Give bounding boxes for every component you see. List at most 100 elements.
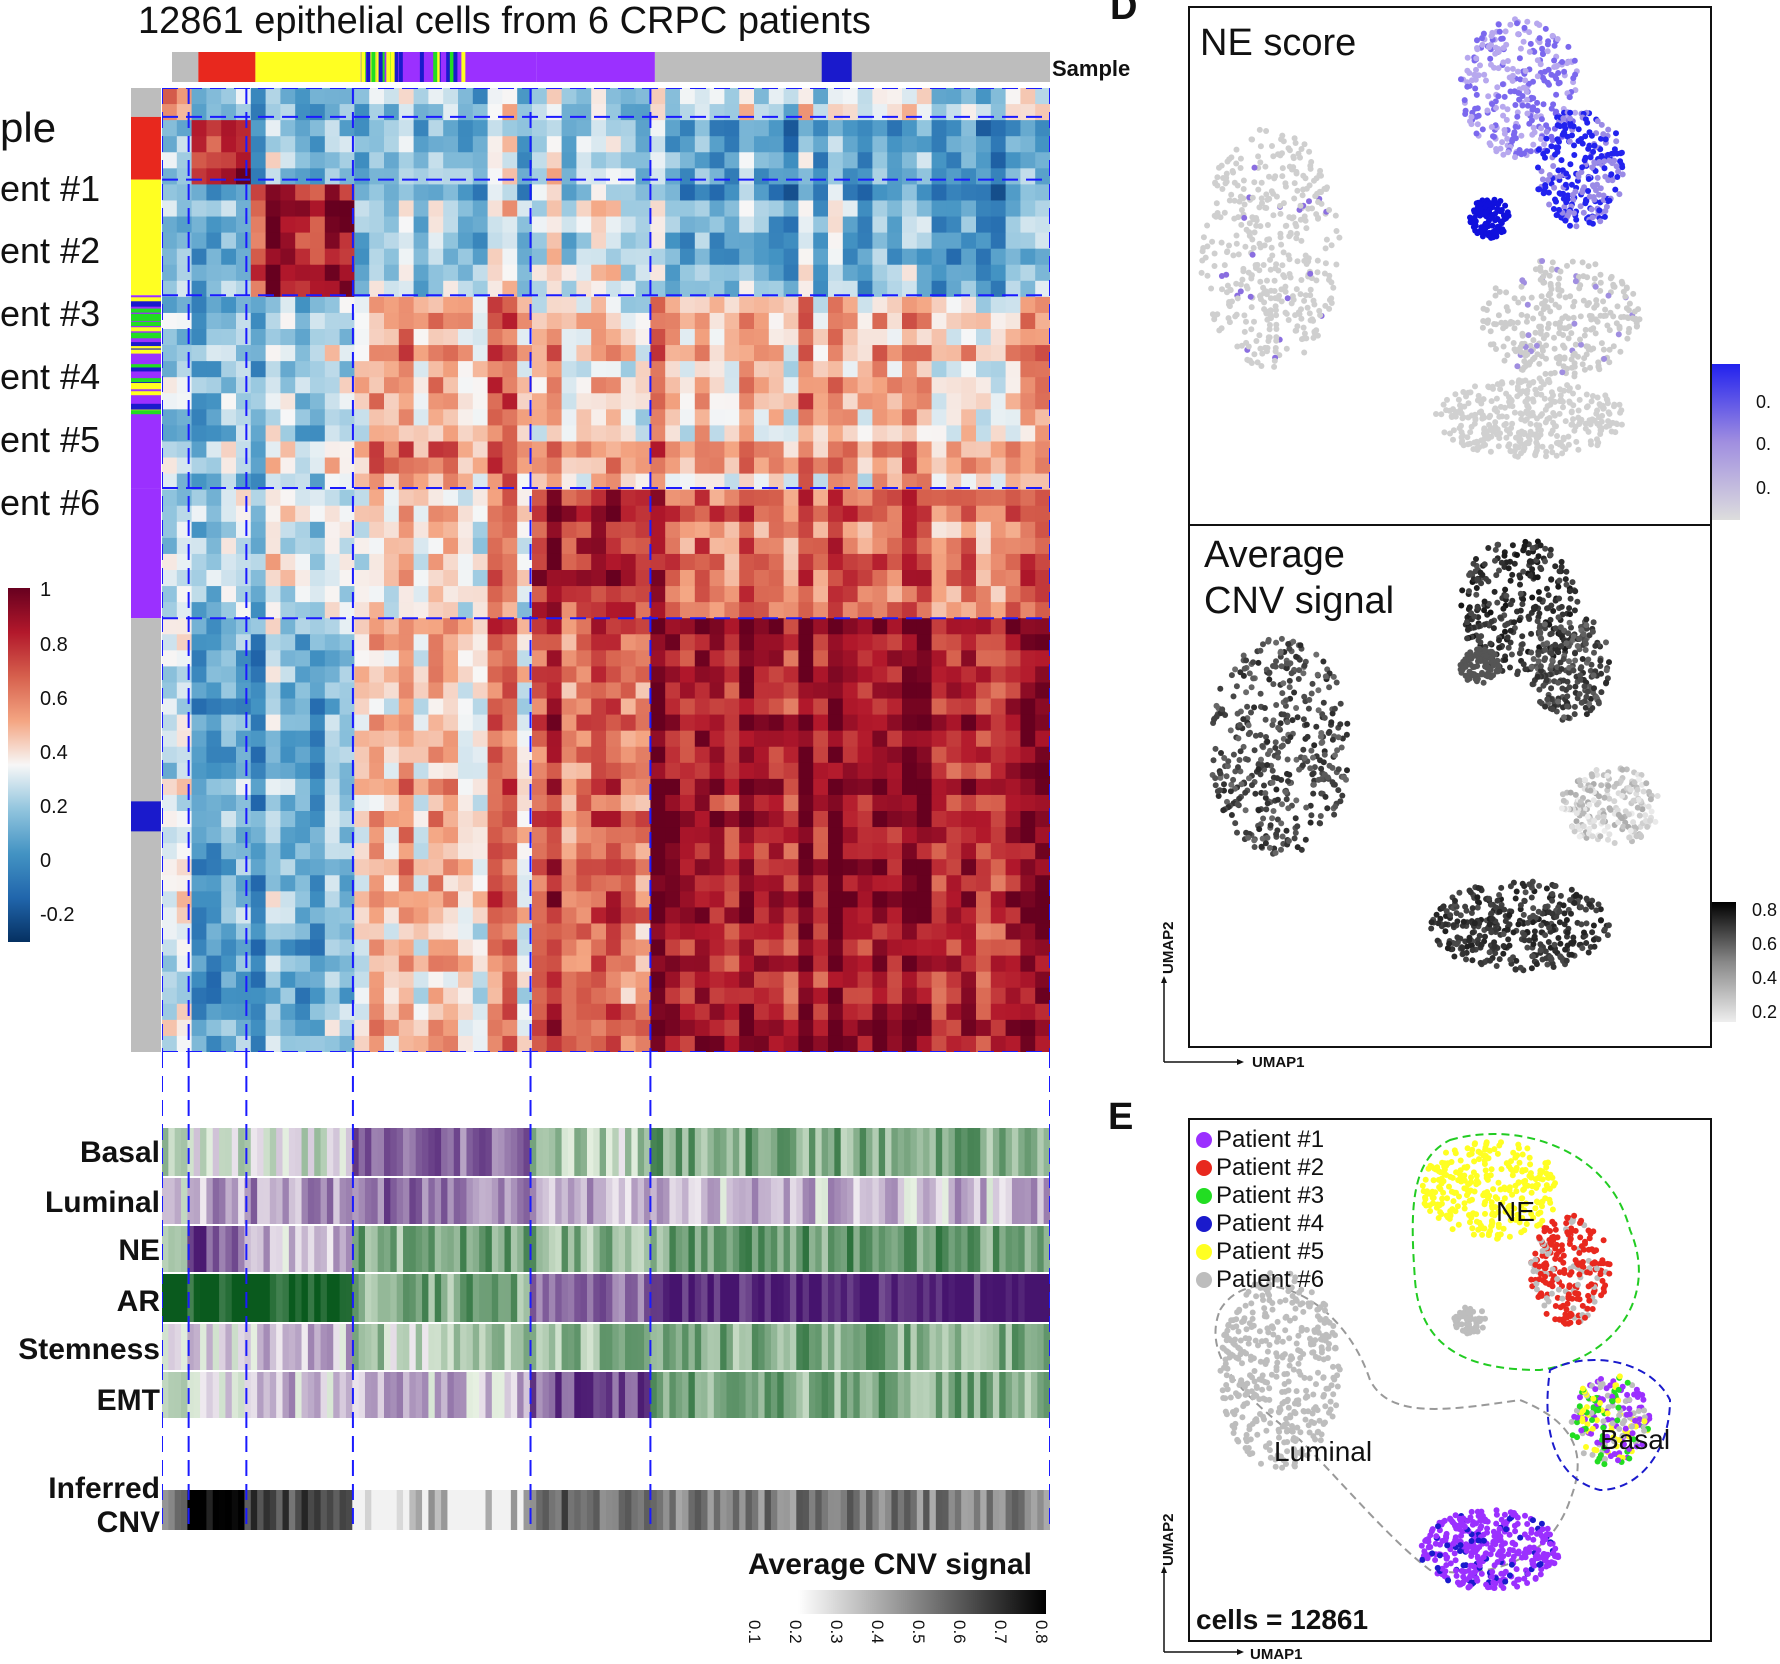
cnv-cell <box>257 1490 264 1530</box>
heatmap-cell <box>606 537 622 555</box>
heatmap-cell <box>576 280 592 298</box>
annotation-cell <box>675 1274 683 1322</box>
heatmap-cell <box>754 875 770 892</box>
annotation-cell <box>238 1226 245 1272</box>
heatmap-cell <box>339 891 355 908</box>
annotation-cell <box>364 1226 372 1272</box>
heatmap-cell <box>650 425 666 443</box>
heatmap-cell <box>665 971 681 989</box>
annotation-cell <box>1037 1372 1045 1418</box>
heatmap-cell <box>576 955 592 973</box>
heatmap-cell <box>768 778 785 796</box>
heatmap-cell <box>443 602 459 619</box>
heatmap-cell <box>857 168 873 185</box>
heatmap-cell <box>902 521 918 539</box>
heatmap-cell <box>591 971 607 989</box>
heatmap-cell <box>324 730 341 748</box>
heatmap-cell <box>250 280 267 298</box>
heatmap-cell <box>828 811 844 828</box>
annotation-cell <box>967 1178 975 1224</box>
panel-d-letter: D <box>1110 0 1138 28</box>
heatmap-cell <box>650 698 666 716</box>
annotation-cell <box>403 1128 410 1176</box>
heatmap-cell <box>606 746 622 764</box>
annotation-cell <box>973 1226 981 1272</box>
heatmap-cell <box>857 264 873 282</box>
heatmap-cell <box>561 859 577 876</box>
annotation-cell <box>498 1178 506 1224</box>
heatmap-cell <box>591 666 607 684</box>
heatmap-cell <box>990 955 1007 973</box>
heatmap-cell <box>413 88 429 105</box>
heatmap-cell <box>428 955 444 973</box>
heatmap-cell <box>857 505 873 523</box>
heatmap-cell <box>916 698 933 716</box>
heatmap-cell <box>576 618 592 635</box>
heatmap-cell <box>280 104 296 121</box>
heatmap-cell <box>754 393 770 410</box>
ne-point <box>1251 318 1257 325</box>
heatmap-cell <box>887 875 903 892</box>
heatmap-cell <box>813 264 829 282</box>
heatmap-cell <box>398 955 415 973</box>
annotation-cell <box>885 1274 892 1322</box>
heatmap-cell <box>842 746 859 764</box>
heatmap-cell <box>813 152 829 169</box>
heatmap-cell <box>280 907 296 925</box>
heatmap-cell <box>635 650 651 667</box>
heatmap-cell <box>458 730 474 748</box>
heatmap-cell <box>324 120 341 137</box>
heatmap-cell <box>265 377 281 394</box>
heatmap-cell <box>916 489 933 507</box>
heatmap-cell <box>324 971 341 989</box>
heatmap-cell <box>931 843 947 860</box>
annotation-cell <box>358 1274 366 1322</box>
ne-point <box>1298 315 1305 322</box>
heatmap-cell <box>162 104 178 121</box>
heatmap-cell <box>413 457 429 475</box>
annotation-cell <box>428 1274 436 1322</box>
heatmap-cell <box>265 570 281 587</box>
heatmap-cell <box>650 891 666 908</box>
annotation-cell <box>599 1128 607 1176</box>
heatmap-cell <box>650 602 666 619</box>
heatmap-cell <box>310 987 326 1005</box>
heatmap-cell <box>369 859 385 876</box>
heatmap-cell <box>191 521 207 539</box>
heatmap-cell <box>768 553 785 571</box>
annotation-cell <box>586 1226 594 1272</box>
heatmap-cell <box>384 875 400 892</box>
heatmap-cell <box>280 762 296 780</box>
heatmap-cell <box>176 345 193 362</box>
ne-point <box>1297 216 1304 223</box>
annotation-cell <box>777 1128 785 1176</box>
heatmap-cell <box>650 1003 666 1021</box>
heatmap-cell <box>961 441 977 459</box>
annotation-cell <box>244 1128 252 1176</box>
annotation-cell <box>726 1274 734 1322</box>
heatmap-cell <box>976 907 992 925</box>
heatmap-cell <box>1020 827 1036 844</box>
heatmap-cell <box>739 152 755 169</box>
annotation-cell <box>510 1324 518 1370</box>
heatmap-cell <box>280 457 296 475</box>
heatmap-cell <box>694 955 711 973</box>
annotation-cell <box>942 1226 950 1272</box>
heatmap-cell <box>783 136 799 153</box>
heatmap-cell <box>739 377 755 394</box>
heatmap-cell <box>798 634 814 651</box>
colorbar-tick: 1 <box>40 579 52 601</box>
heatmap-cell <box>221 521 237 539</box>
heatmap-cell <box>162 329 178 346</box>
annotation-cell <box>358 1178 366 1224</box>
heatmap-cell <box>398 730 415 748</box>
heatmap-cell <box>502 505 518 523</box>
heatmap-cell <box>413 634 429 651</box>
heatmap-cell <box>369 778 385 796</box>
annotation-cell <box>859 1178 867 1224</box>
heatmap-cell <box>236 473 252 491</box>
heatmap-cell <box>1035 489 1050 507</box>
heatmap-cell <box>532 136 548 153</box>
heatmap-cell <box>443 537 459 555</box>
heatmap-cell <box>976 650 992 667</box>
